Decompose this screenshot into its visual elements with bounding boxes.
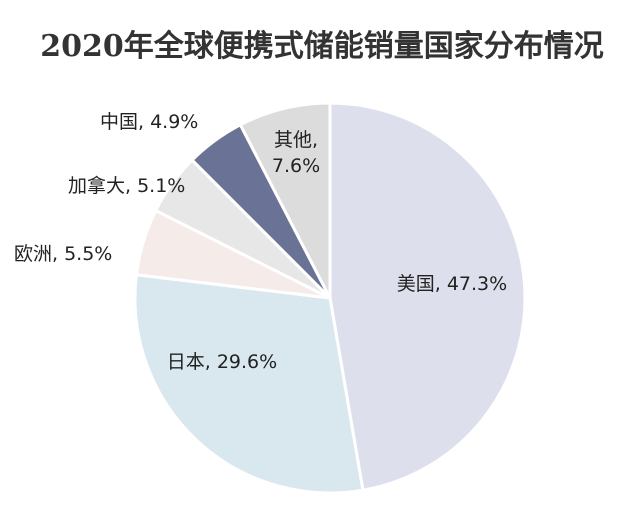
chart-title: 2020年全球便携式储能销量国家分布情况: [40, 29, 604, 64]
slice-label-5: 其他, 7.6%: [272, 129, 320, 177]
pie-slice-5: [238, 101, 332, 300]
pie-slice-1: [133, 273, 365, 495]
pie-slices: [133, 101, 527, 495]
slice-label-2: 欧洲, 5.5%: [14, 243, 112, 265]
slice-label-1: 日本, 29.6%: [167, 351, 277, 373]
slice-label-4: 中国, 4.9%: [100, 111, 198, 133]
pie-slice-0: [328, 101, 527, 492]
slice-label-3: 加拿大, 5.1%: [68, 174, 185, 197]
slice-label-0: 美国, 47.3%: [397, 273, 507, 295]
pie-labels: 美国, 47.3% 日本, 29.6% 欧洲, 5.5% 加拿大, 5.1% 中国, 4…: [14, 111, 507, 373]
